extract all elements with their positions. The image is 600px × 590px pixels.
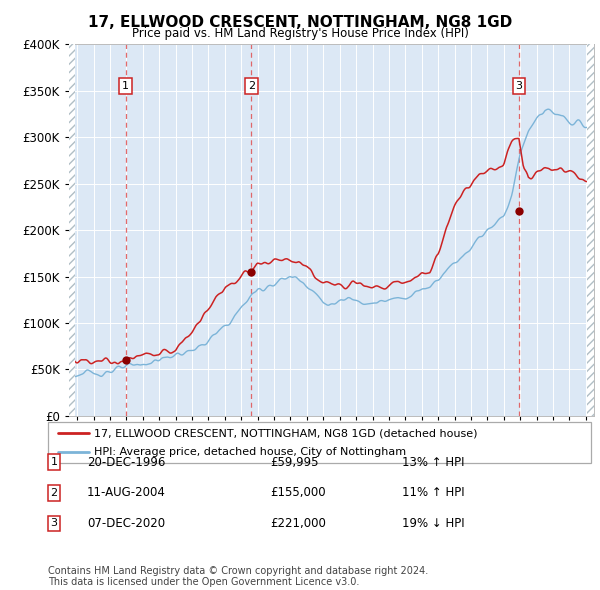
Text: 17, ELLWOOD CRESCENT, NOTTINGHAM, NG8 1GD: 17, ELLWOOD CRESCENT, NOTTINGHAM, NG8 1G… [88,15,512,30]
Text: This data is licensed under the Open Government Licence v3.0.: This data is licensed under the Open Gov… [48,577,359,587]
Text: 13% ↑ HPI: 13% ↑ HPI [402,455,464,468]
Text: 07-DEC-2020: 07-DEC-2020 [87,517,165,530]
Text: 3: 3 [50,519,58,529]
Text: 3: 3 [515,81,523,91]
Text: 1: 1 [122,81,129,91]
Text: Price paid vs. HM Land Registry's House Price Index (HPI): Price paid vs. HM Land Registry's House … [131,27,469,40]
Text: 2: 2 [248,81,255,91]
FancyBboxPatch shape [48,422,591,463]
Text: 2: 2 [50,488,58,498]
Text: 1: 1 [50,457,58,467]
Text: 11% ↑ HPI: 11% ↑ HPI [402,486,464,499]
Text: Contains HM Land Registry data © Crown copyright and database right 2024.: Contains HM Land Registry data © Crown c… [48,566,428,576]
Text: £155,000: £155,000 [270,486,326,499]
Text: 20-DEC-1996: 20-DEC-1996 [87,455,166,468]
Bar [587,44,596,416]
Bar [66,44,75,416]
Text: £59,995: £59,995 [270,455,319,468]
Text: 17, ELLWOOD CRESCENT, NOTTINGHAM, NG8 1GD (detached house): 17, ELLWOOD CRESCENT, NOTTINGHAM, NG8 1G… [94,428,478,438]
Text: HPI: Average price, detached house, City of Nottingham: HPI: Average price, detached house, City… [94,447,406,457]
Text: 19% ↓ HPI: 19% ↓ HPI [402,517,464,530]
Text: 11-AUG-2004: 11-AUG-2004 [87,486,166,499]
Text: £221,000: £221,000 [270,517,326,530]
